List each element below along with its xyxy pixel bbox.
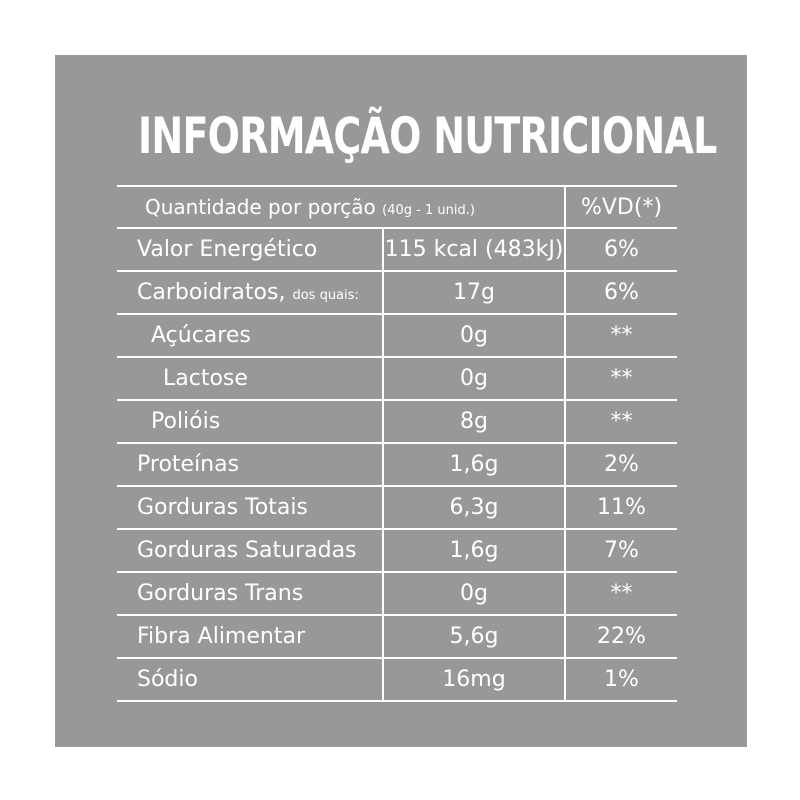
portion-header: Quantidade por porção (40g - 1 unid.) xyxy=(117,185,566,229)
nutrient-vd: ** xyxy=(565,356,677,401)
nutrient-label: Fibra Alimentar xyxy=(137,624,305,649)
nutrient-label-suffix: dos quais: xyxy=(292,288,359,303)
nutrient-vd: ** xyxy=(565,313,677,358)
nutrient-vd: ** xyxy=(565,571,677,616)
nutrient-label: Açúcares xyxy=(151,323,251,348)
table-row: Fibra Alimentar 5,6g 22% xyxy=(117,614,677,659)
nutrient-label: Gorduras Trans xyxy=(137,581,304,606)
nutrient-quantity: 16mg xyxy=(383,657,566,702)
table-row: Proteínas 1,6g 2% xyxy=(117,442,677,487)
nutrient-quantity: 0g xyxy=(383,571,566,616)
nutrient-quantity: 6,3g xyxy=(383,485,566,530)
nutrient-name: Proteínas xyxy=(117,442,384,487)
nutrient-quantity: 1,6g xyxy=(383,442,566,487)
nutrient-name: Gorduras Totais xyxy=(117,485,384,530)
nutrient-vd: ** xyxy=(565,399,677,444)
nutrient-quantity: 0g xyxy=(383,356,566,401)
table-row: Gorduras Trans 0g ** xyxy=(117,571,677,616)
table-row: Gorduras Totais 6,3g 11% xyxy=(117,485,677,530)
nutrient-quantity: 115 kcal (483kJ) xyxy=(383,227,566,272)
nutrient-name: Lactose xyxy=(117,356,384,401)
nutrient-label: Polióis xyxy=(151,409,221,434)
table-header-row: Quantidade por porção (40g - 1 unid.) %V… xyxy=(117,185,677,229)
table-row: Valor Energético 115 kcal (483kJ) 6% xyxy=(117,227,677,272)
table-row: Sódio 16mg 1% xyxy=(117,657,677,702)
nutrient-vd: 22% xyxy=(565,614,677,659)
vd-header: %VD(*) xyxy=(565,185,677,229)
nutrition-panel: INFORMAÇÃO NUTRICIONAL Quantidade por po… xyxy=(55,55,747,747)
nutrient-label: Proteínas xyxy=(137,452,240,477)
nutrient-quantity: 0g xyxy=(383,313,566,358)
nutrient-quantity: 17g xyxy=(383,270,566,315)
nutrient-name: Carboidratos, dos quais: xyxy=(117,270,384,315)
table-row: Carboidratos, dos quais: 17g 6% xyxy=(117,270,677,315)
nutrient-label: Gorduras Saturadas xyxy=(137,538,357,563)
nutrient-name: Açúcares xyxy=(117,313,384,358)
nutrient-name: Valor Energético xyxy=(117,227,384,272)
nutrient-quantity: 8g xyxy=(383,399,566,444)
table-row: Açúcares 0g ** xyxy=(117,313,677,358)
nutrient-label: Gorduras Totais xyxy=(137,495,308,520)
nutrient-name: Gorduras Trans xyxy=(117,571,384,616)
page-title: INFORMAÇÃO NUTRICIONAL xyxy=(138,107,717,165)
nutrient-vd: 2% xyxy=(565,442,677,487)
nutrient-name: Polióis xyxy=(117,399,384,444)
nutrient-name: Fibra Alimentar xyxy=(117,614,384,659)
nutrient-vd: 1% xyxy=(565,657,677,702)
nutrient-label: Lactose xyxy=(163,366,248,391)
nutrient-quantity: 1,6g xyxy=(383,528,566,573)
nutrient-vd: 7% xyxy=(565,528,677,573)
table-row: Polióis 8g ** xyxy=(117,399,677,444)
nutrient-vd: 6% xyxy=(565,270,677,315)
table-row: Gorduras Saturadas 1,6g 7% xyxy=(117,528,677,573)
nutrient-vd: 11% xyxy=(565,485,677,530)
portion-detail: (40g - 1 unid.) xyxy=(382,203,475,218)
portion-label: Quantidade por porção xyxy=(145,195,376,219)
nutrient-name: Sódio xyxy=(117,657,384,702)
nutrient-name: Gorduras Saturadas xyxy=(117,528,384,573)
nutrient-vd: 6% xyxy=(565,227,677,272)
nutrition-table: Quantidade por porção (40g - 1 unid.) %V… xyxy=(117,185,677,702)
nutrient-label: Sódio xyxy=(137,667,198,692)
nutrient-label: Carboidratos, xyxy=(137,280,286,305)
nutrient-label: Valor Energético xyxy=(137,237,318,262)
table-row: Lactose 0g ** xyxy=(117,356,677,401)
nutrient-quantity: 5,6g xyxy=(383,614,566,659)
